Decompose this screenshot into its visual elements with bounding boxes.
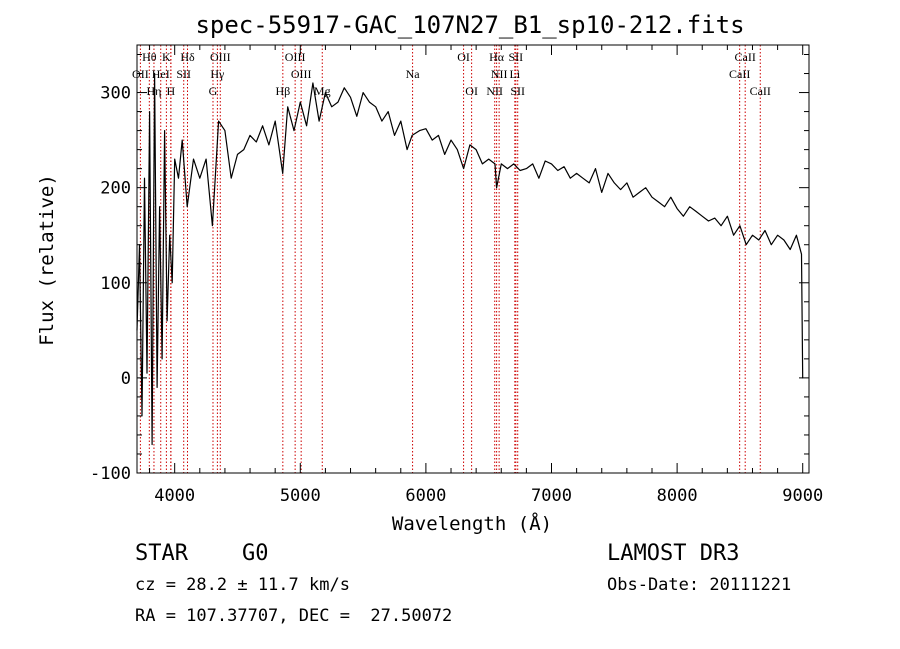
line-label: CaII [750, 84, 771, 98]
line-label: Hα [489, 50, 505, 64]
line-label: SII [508, 50, 523, 64]
line-label: Hγ [210, 67, 225, 81]
flux-layer [136, 72, 804, 446]
x-tick-label: 4000 [154, 486, 195, 506]
line-label: Hδ [180, 50, 195, 64]
y-axis-label: Flux (relative) [36, 174, 58, 346]
x-tick-label: 8000 [657, 486, 698, 506]
x-axis: 4000 5000 6000 7000 8000 9000 [149, 45, 823, 506]
line-label: H [166, 84, 175, 98]
line-label: NII [486, 84, 503, 98]
line-label: OIII [210, 50, 231, 64]
y-tick-label: -100 [90, 464, 131, 484]
observation-date: Obs-Date: 20111221 [607, 575, 791, 595]
line-label: Mg [314, 84, 331, 98]
x-tick-label: 6000 [405, 486, 446, 506]
redshift-readout: cz = 28.2 ± 11.7 km/s [135, 575, 350, 595]
line-label: K [162, 50, 171, 64]
object-class: STAR [135, 541, 189, 566]
line-label: NII [491, 67, 508, 81]
line-label: Hβ [275, 84, 290, 98]
line-label: HeI [152, 67, 170, 81]
spectral-line-markers [139, 45, 761, 473]
y-tick-label: 0 [121, 369, 131, 389]
line-label: CaII [735, 50, 756, 64]
object-subclass: G0 [242, 541, 269, 566]
survey-name: LAMOST DR3 [607, 541, 739, 566]
line-label: CaII [729, 67, 750, 81]
line-label: Hθ [142, 50, 157, 64]
line-label: SII [510, 84, 525, 98]
line-label: Na [406, 67, 421, 81]
x-tick-label: 9000 [782, 486, 823, 506]
coordinates-readout: RA = 107.37707, DEC = 27.50072 [135, 606, 452, 626]
y-tick-label: 300 [100, 84, 131, 104]
y-tick-label: 200 [100, 179, 131, 199]
flux-series-line [136, 72, 804, 446]
line-label: G [209, 84, 218, 98]
x-tick-label: 7000 [531, 486, 572, 506]
plot-frame [136, 44, 810, 474]
line-label: OIII [285, 50, 306, 64]
line-label: SII [176, 67, 191, 81]
chart-title: spec-55917-GAC_107N27_B1_sp10-212.fits [195, 11, 744, 39]
line-label: OIII [291, 67, 312, 81]
line-label: OI [457, 50, 470, 64]
y-tick-label: 100 [100, 274, 131, 294]
line-label: OI [465, 84, 478, 98]
line-label: Li [509, 67, 520, 81]
x-tick-label: 5000 [280, 486, 321, 506]
x-axis-label: Wavelength (Å) [392, 512, 552, 535]
y-axis: -100 0 100 200 300 [90, 54, 809, 484]
